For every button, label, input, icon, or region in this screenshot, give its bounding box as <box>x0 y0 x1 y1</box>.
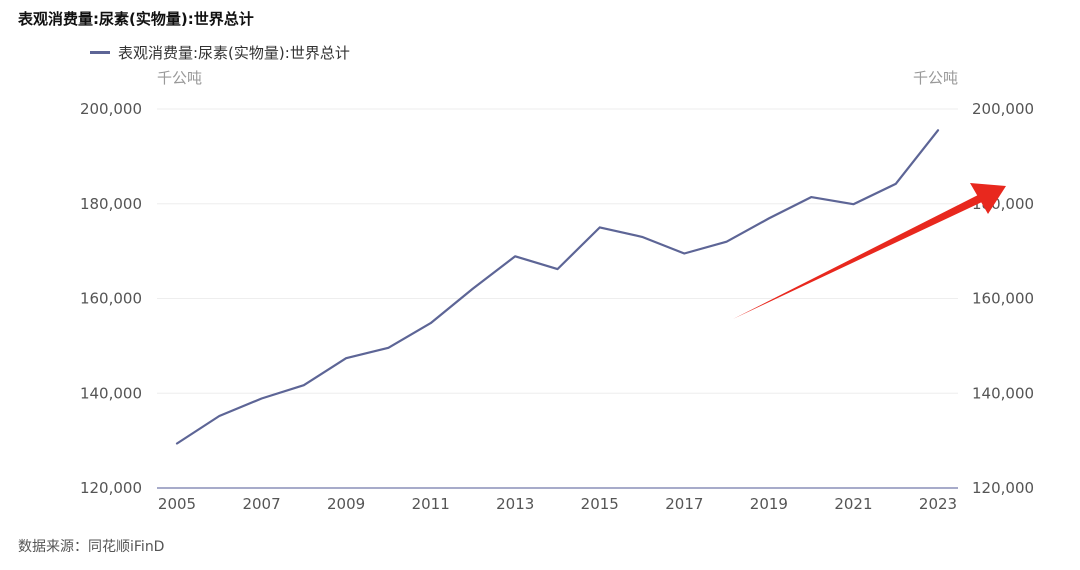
x-tick-label: 2005 <box>158 495 196 513</box>
y-axis-left-unit: 千公吨 <box>157 69 202 87</box>
x-tick-label: 2015 <box>581 495 619 513</box>
y-tick-label-left: 180,000 <box>80 195 142 213</box>
x-tick-label: 2013 <box>496 495 534 513</box>
y-tick-label-left: 120,000 <box>80 479 142 497</box>
x-tick-label: 2019 <box>750 495 788 513</box>
trend-arrow-annotation <box>733 183 1006 319</box>
y-tick-label-left: 140,000 <box>80 384 142 402</box>
trend-arrow-head <box>970 183 1006 214</box>
y-tick-label-right: 120,000 <box>972 479 1034 497</box>
y-axis-right-unit: 千公吨 <box>913 69 958 87</box>
chart-title: 表观消费量:尿素(实物量):世界总计 <box>18 10 254 28</box>
x-tick-label: 2023 <box>919 495 957 513</box>
y-tick-label-left: 200,000 <box>80 100 142 118</box>
trend-arrow-shaft <box>733 195 982 319</box>
y-tick-label-right: 140,000 <box>972 384 1034 402</box>
y-tick-label-right: 160,000 <box>972 290 1034 308</box>
x-axis: 2005 2007 2009 2011 2013 2015 2017 2019 2021 2023 <box>158 495 957 513</box>
legend: 表观消费量:尿素(实物量):世界总计 <box>90 42 350 63</box>
series-group <box>175 129 940 445</box>
x-tick-label: 2009 <box>327 495 365 513</box>
y-tick-label-left: 160,000 <box>80 290 142 308</box>
legend-swatch <box>90 51 110 54</box>
series-line <box>175 129 940 445</box>
x-tick-label: 2021 <box>834 495 872 513</box>
y-axis-left: 120,000 140,000 160,000 180,000 200,000 <box>80 100 142 497</box>
legend-label: 表观消费量:尿素(实物量):世界总计 <box>118 44 350 62</box>
x-tick-label: 2011 <box>412 495 450 513</box>
grid-lines <box>157 108 958 489</box>
x-tick-label: 2007 <box>242 495 280 513</box>
y-tick-label-right: 200,000 <box>972 100 1034 118</box>
x-tick-label: 2017 <box>665 495 703 513</box>
data-source-note: 数据来源：同花顺iFinD <box>18 539 165 555</box>
